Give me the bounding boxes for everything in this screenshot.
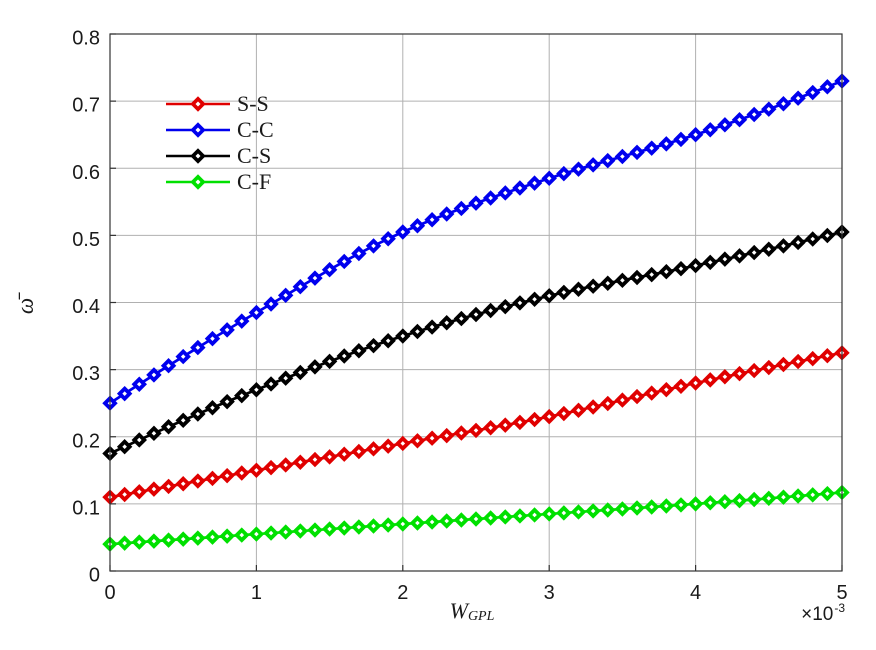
svg-text:0: 0: [104, 582, 115, 604]
svg-text:2: 2: [397, 582, 408, 604]
svg-text:S-S: S-S: [237, 91, 269, 116]
svg-text:0.8: 0.8: [72, 28, 100, 50]
svg-text:0.1: 0.1: [72, 497, 100, 519]
svg-text:0: 0: [89, 565, 100, 587]
svg-text:0.4: 0.4: [72, 296, 100, 318]
svg-text:3: 3: [544, 582, 555, 604]
svg-text:0.2: 0.2: [72, 430, 100, 452]
svg-text:C-S: C-S: [237, 143, 271, 168]
svg-text:C-F: C-F: [237, 169, 271, 194]
svg-text:0.7: 0.7: [72, 95, 100, 117]
svg-text:0.6: 0.6: [72, 162, 100, 184]
svg-text:C-C: C-C: [237, 117, 274, 142]
svg-text:0.3: 0.3: [72, 363, 100, 385]
svg-text:0.5: 0.5: [72, 229, 100, 251]
svg-text:4: 4: [690, 582, 701, 604]
svg-text:1: 1: [251, 582, 262, 604]
